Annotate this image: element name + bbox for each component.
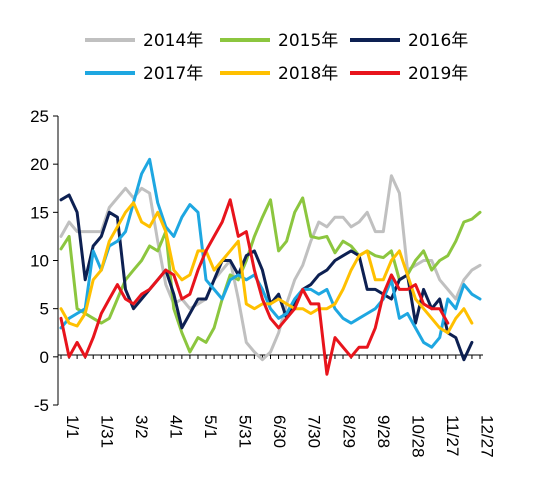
chart-legend: 2014年 2015年 2016年 2017年 2018年 2019年 [85,31,468,84]
x-tick-label: 12/27 [477,415,496,458]
y-tick-label: 10 [30,252,49,271]
x-tick-label: 4/1 [167,415,186,439]
x-tick-label: 8/29 [339,415,358,448]
legend-item-2018: 2018年 [220,64,338,84]
y-tick-label: 25 [30,107,49,126]
x-tick-label: 7/30 [305,415,324,448]
y-tick-label: 15 [30,203,49,222]
x-tick-label: 6/30 [270,415,289,448]
x-tick-label: 9/28 [374,415,393,448]
legend-item-2016: 2016年 [350,31,468,51]
x-tick-label: 5/1 [201,415,220,439]
x-tick-label: 10/28 [408,415,427,458]
y-tick-label: 20 [30,155,49,174]
legend-label: 2018年 [278,64,338,84]
legend-label: 2019年 [408,64,468,84]
y-tick-label: -5 [34,396,49,415]
legend-label: 2014年 [143,31,203,51]
legend-item-2014: 2014年 [85,31,203,51]
legend-label: 2015年 [278,31,338,51]
x-tick-label: 1/1 [63,415,82,439]
legend-item-2015: 2015年 [220,31,338,51]
series-line-2017 [59,157,482,349]
x-axis: 1/1 1/31 3/2 4/1 5/1 5/31 6/30 7/30 8/29 9/28 10/2… [58,354,496,458]
series-line-2019 [59,198,450,376]
y-tick-label: 5 [40,300,49,319]
legend-label: 2017年 [143,64,203,84]
series-line-2016 [59,193,474,362]
plot-area [59,157,482,376]
series-line-2018 [59,201,474,335]
x-tick-label: 1/31 [98,415,117,448]
x-tick-label: 3/2 [132,415,151,439]
legend-label: 2016年 [408,31,468,51]
y-axis: -5 0 5 10 15 20 25 [30,107,59,415]
series-line-2015 [59,196,482,354]
y-tick-label: 0 [40,348,49,367]
x-tick-label: 11/27 [443,415,462,456]
legend-item-2019: 2019年 [350,64,468,84]
x-tick-label: 5/31 [236,415,255,448]
legend-item-2017: 2017年 [85,64,203,84]
